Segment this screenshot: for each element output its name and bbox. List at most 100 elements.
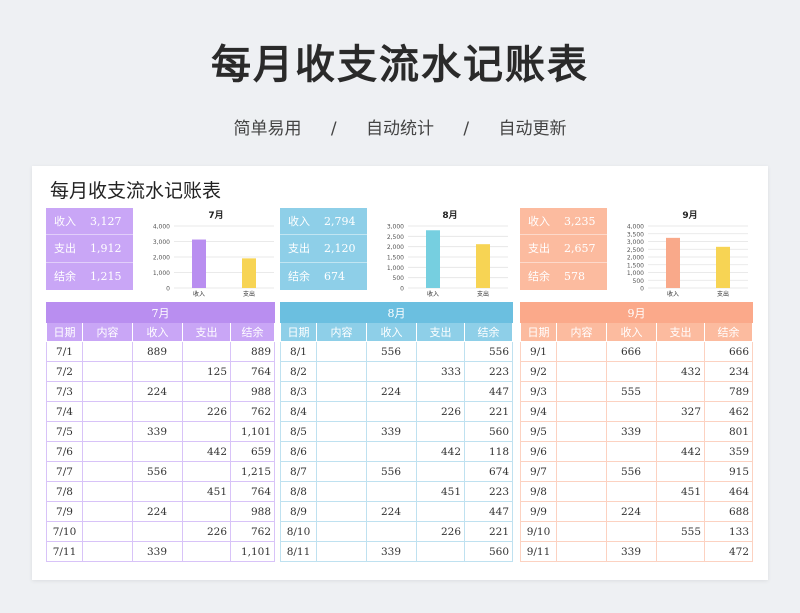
table-cell[interactable]: 432: [656, 361, 705, 382]
table-cell[interactable]: 224: [132, 381, 183, 402]
table-cell[interactable]: [606, 441, 657, 462]
table-cell[interactable]: [82, 401, 133, 422]
table-cell[interactable]: [556, 481, 607, 502]
table-cell[interactable]: 224: [132, 501, 183, 522]
table-cell[interactable]: 8/1: [280, 341, 317, 362]
table-cell[interactable]: [182, 541, 231, 562]
table-cell[interactable]: 472: [704, 541, 753, 562]
table-cell[interactable]: [556, 541, 607, 562]
table-cell[interactable]: 226: [416, 401, 465, 422]
table-cell[interactable]: [316, 501, 367, 522]
table-cell[interactable]: [656, 541, 705, 562]
table-cell[interactable]: [82, 421, 133, 442]
table-cell[interactable]: [132, 481, 183, 502]
table-cell[interactable]: 221: [464, 401, 513, 422]
table-cell[interactable]: [606, 361, 657, 382]
table-cell[interactable]: 988: [230, 501, 275, 522]
table-cell[interactable]: 889: [132, 341, 183, 362]
table-cell[interactable]: [82, 381, 133, 402]
table-cell[interactable]: [416, 541, 465, 562]
table-cell[interactable]: 7/8: [46, 481, 83, 502]
table-cell[interactable]: 442: [182, 441, 231, 462]
table-cell[interactable]: 9/11: [520, 541, 557, 562]
table-cell[interactable]: 560: [464, 421, 513, 442]
table-cell[interactable]: 8/4: [280, 401, 317, 422]
table-cell[interactable]: 442: [416, 441, 465, 462]
table-cell[interactable]: [132, 521, 183, 542]
table-cell[interactable]: 462: [704, 401, 753, 422]
table-cell[interactable]: [366, 521, 417, 542]
table-cell[interactable]: 464: [704, 481, 753, 502]
table-cell[interactable]: 1,101: [230, 541, 275, 562]
table-cell[interactable]: [316, 521, 367, 542]
table-cell[interactable]: 224: [606, 501, 657, 522]
table-cell[interactable]: 1,215: [230, 461, 275, 482]
table-cell[interactable]: [556, 441, 607, 462]
table-cell[interactable]: 7/11: [46, 541, 83, 562]
table-cell[interactable]: [316, 481, 367, 502]
table-cell[interactable]: 223: [464, 481, 513, 502]
table-cell[interactable]: 8/3: [280, 381, 317, 402]
table-cell[interactable]: 118: [464, 441, 513, 462]
table-cell[interactable]: 8/10: [280, 521, 317, 542]
table-cell[interactable]: 221: [464, 521, 513, 542]
table-cell[interactable]: [316, 341, 367, 362]
table-cell[interactable]: 560: [464, 541, 513, 562]
table-cell[interactable]: 556: [366, 461, 417, 482]
table-cell[interactable]: [656, 461, 705, 482]
table-cell[interactable]: 9/3: [520, 381, 557, 402]
table-cell[interactable]: 556: [366, 341, 417, 362]
table-cell[interactable]: [316, 421, 367, 442]
table-cell[interactable]: 226: [182, 521, 231, 542]
table-cell[interactable]: 801: [704, 421, 753, 442]
table-cell[interactable]: [556, 341, 607, 362]
table-cell[interactable]: 666: [704, 341, 753, 362]
table-cell[interactable]: 556: [606, 461, 657, 482]
table-cell[interactable]: 1,101: [230, 421, 275, 442]
table-cell[interactable]: [556, 361, 607, 382]
table-cell[interactable]: [82, 441, 133, 462]
table-cell[interactable]: 133: [704, 521, 753, 542]
table-cell[interactable]: [132, 361, 183, 382]
table-cell[interactable]: [366, 401, 417, 422]
table-cell[interactable]: 666: [606, 341, 657, 362]
table-cell[interactable]: [182, 421, 231, 442]
table-cell[interactable]: 9/2: [520, 361, 557, 382]
table-cell[interactable]: 8/11: [280, 541, 317, 562]
table-cell[interactable]: 789: [704, 381, 753, 402]
table-cell[interactable]: 447: [464, 501, 513, 522]
table-cell[interactable]: [182, 461, 231, 482]
table-cell[interactable]: [316, 381, 367, 402]
table-cell[interactable]: 451: [416, 481, 465, 502]
table-cell[interactable]: 333: [416, 361, 465, 382]
table-cell[interactable]: 7/7: [46, 461, 83, 482]
table-cell[interactable]: 224: [366, 501, 417, 522]
table-cell[interactable]: [556, 401, 607, 422]
table-cell[interactable]: [606, 481, 657, 502]
table-cell[interactable]: [182, 501, 231, 522]
table-cell[interactable]: 339: [606, 421, 657, 442]
table-cell[interactable]: 7/4: [46, 401, 83, 422]
table-cell[interactable]: 764: [230, 361, 275, 382]
table-cell[interactable]: [82, 521, 133, 542]
table-cell[interactable]: [182, 341, 231, 362]
table-cell[interactable]: 447: [464, 381, 513, 402]
table-cell[interactable]: [656, 381, 705, 402]
table-cell[interactable]: [82, 361, 133, 382]
table-cell[interactable]: 7/5: [46, 421, 83, 442]
table-cell[interactable]: 226: [416, 521, 465, 542]
table-cell[interactable]: 659: [230, 441, 275, 462]
table-cell[interactable]: 8/7: [280, 461, 317, 482]
table-cell[interactable]: 555: [656, 521, 705, 542]
table-cell[interactable]: 988: [230, 381, 275, 402]
table-cell[interactable]: [416, 341, 465, 362]
table-cell[interactable]: 8/6: [280, 441, 317, 462]
table-cell[interactable]: 674: [464, 461, 513, 482]
table-cell[interactable]: [606, 401, 657, 422]
table-cell[interactable]: [606, 521, 657, 542]
table-cell[interactable]: [366, 441, 417, 462]
table-cell[interactable]: 125: [182, 361, 231, 382]
table-cell[interactable]: [416, 501, 465, 522]
table-cell[interactable]: 234: [704, 361, 753, 382]
table-cell[interactable]: [416, 381, 465, 402]
